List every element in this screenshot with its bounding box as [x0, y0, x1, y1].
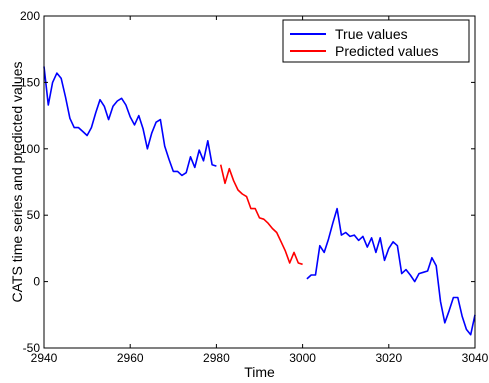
ticks-layer: 2940 2960 2980 3000 3020 3040 -50 0 50 100 150 200 — [20, 9, 489, 365]
legend-box — [282, 19, 470, 63]
x-tick-label-3040: 3040 — [462, 351, 489, 365]
series-line-1-segment-0 — [219, 164, 303, 266]
x-tick-label-3000: 3000 — [289, 351, 316, 365]
y-tick-label-0: 0 — [33, 275, 40, 289]
plot-frame — [43, 15, 476, 349]
y-tick-label-100: 100 — [20, 142, 40, 156]
series-line-0-segment-0 — [43, 66, 217, 177]
y-tick-label-150: 150 — [20, 75, 40, 89]
x-tick-label-2940: 2940 — [31, 351, 58, 365]
x-tick-label-2980: 2980 — [203, 351, 230, 365]
x-tick-label-3020: 3020 — [375, 351, 402, 365]
legend-label-true-values: True values — [335, 26, 408, 42]
y-axis-label: CATS time series and predicted values — [9, 62, 25, 303]
x-axis-label: Time — [244, 364, 275, 380]
legend: True values Predicted values — [282, 19, 470, 63]
y-tick-label-200: 200 — [20, 9, 40, 23]
series-line-0-segment-1 — [306, 207, 476, 336]
legend-label-predicted-values: Predicted values — [335, 43, 439, 59]
y-tick-label--50: -50 — [23, 341, 41, 355]
y-tick-label-50: 50 — [27, 208, 41, 222]
x-tick-label-2960: 2960 — [117, 351, 144, 365]
series-layer — [43, 66, 476, 336]
